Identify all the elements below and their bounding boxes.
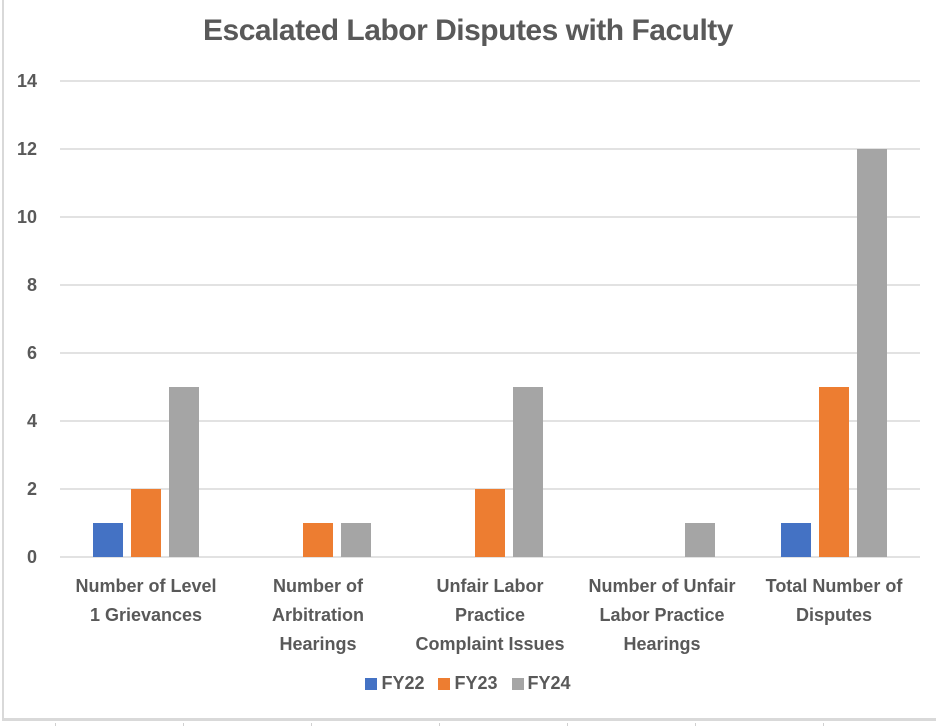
- y-tick-label: 8: [27, 275, 37, 295]
- legend-label-fy22: FY22: [381, 673, 425, 693]
- y-tick-label: 12: [17, 139, 37, 159]
- bar-fy23-3[interactable]: [475, 489, 505, 557]
- x-tick-label: Unfair Labor Practice Complaint Issues: [415, 576, 564, 654]
- legend: FY22 FY23 FY24: [0, 673, 936, 694]
- legend-item-fy23[interactable]: FY23: [438, 673, 498, 694]
- y-tick-label: 14: [17, 71, 37, 91]
- bar-fy22-1[interactable]: [93, 523, 123, 557]
- bars: [93, 149, 887, 557]
- bar-fy24-1[interactable]: [169, 387, 199, 557]
- x-tick-label: Number of Unfair Labor Practice Hearings: [588, 576, 735, 654]
- x-tick-label: Total Number of Disputes: [766, 576, 904, 625]
- x-tick-label: Number of Level 1 Grievances: [75, 576, 216, 625]
- bar-fy23-1[interactable]: [131, 489, 161, 557]
- x-axis-labels: Number of Level 1 Grievances Number of Arbi…: [75, 576, 903, 654]
- y-tick-label: 10: [17, 207, 37, 227]
- legend-label-fy24: FY24: [527, 673, 571, 693]
- legend-swatch-fy24: [511, 677, 524, 690]
- bar-fy24-4[interactable]: [685, 523, 715, 557]
- y-tick-label: 2: [27, 479, 37, 499]
- bar-fy24-2[interactable]: [341, 523, 371, 557]
- chart-title: Escalated Labor Disputes with Faculty: [203, 14, 733, 47]
- bar-fy23-5[interactable]: [819, 387, 849, 557]
- y-axis-ticks: 0 2 4 6 8 10 12 14: [17, 71, 37, 567]
- legend-swatch-fy22: [365, 677, 378, 690]
- y-tick-label: 6: [27, 343, 37, 363]
- y-tick-label: 0: [27, 547, 37, 567]
- x-tick-label: Number of Arbitration Hearings: [272, 576, 364, 654]
- bar-fy23-2[interactable]: [303, 523, 333, 557]
- bar-fy22-5[interactable]: [781, 523, 811, 557]
- legend-item-fy22[interactable]: FY22: [365, 673, 424, 694]
- bar-fy24-5[interactable]: [857, 149, 887, 557]
- legend-swatch-fy23: [438, 677, 451, 690]
- bar-fy24-3[interactable]: [513, 387, 543, 557]
- legend-item-fy24[interactable]: FY24: [511, 673, 571, 694]
- y-tick-label: 4: [27, 411, 37, 431]
- gridlines: [60, 80, 920, 558]
- legend-label-fy23: FY23: [454, 673, 498, 693]
